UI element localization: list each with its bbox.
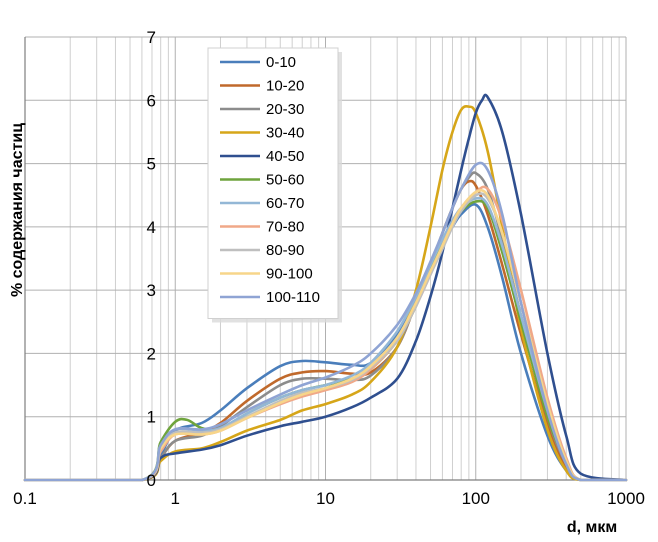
x-tick-label: 1 [171, 489, 180, 508]
x-tick-label: 1000 [607, 489, 645, 508]
legend-entry: 80-90 [266, 242, 304, 259]
legend-entry: 30-40 [266, 125, 304, 142]
legend-entry: 40-50 [266, 148, 304, 165]
y-tick-label: 2 [147, 344, 156, 363]
series-lines [23, 93, 628, 482]
legend-entry: 90-100 [266, 266, 313, 283]
legend: 0-10 10-20 20-30 30-40 40-50 50-60 60-70 70-80 8… [207, 47, 342, 323]
legend-entry: 50-60 [266, 172, 304, 189]
y-tick-label: 5 [147, 155, 156, 174]
series-line-100-110 [23, 161, 628, 482]
y-tick-label: 3 [147, 281, 156, 300]
x-tick-label: 100 [462, 489, 490, 508]
legend-entry: 0-10 [266, 54, 296, 71]
legend-entry: 20-30 [266, 101, 304, 118]
series-line-40-50 [23, 93, 628, 482]
y-tick-label: 4 [147, 218, 156, 237]
x-tick-label: 0.1 [13, 489, 37, 508]
x-axis-label: d, мкм [567, 519, 617, 536]
y-axis-label: % содержания частиц [9, 123, 26, 297]
y-tick-label: 7 [147, 28, 156, 47]
x-tick-label: 10 [316, 489, 335, 508]
y-tick-label: 1 [147, 408, 156, 427]
legend-entry: 100-110 [266, 289, 320, 306]
y-tick-label: 0 [147, 471, 156, 490]
legend-entry: 10-20 [266, 78, 304, 95]
legend-entry: 60-70 [266, 195, 304, 212]
legend-entry: 70-80 [266, 219, 304, 236]
y-tick-label: 6 [147, 91, 156, 110]
